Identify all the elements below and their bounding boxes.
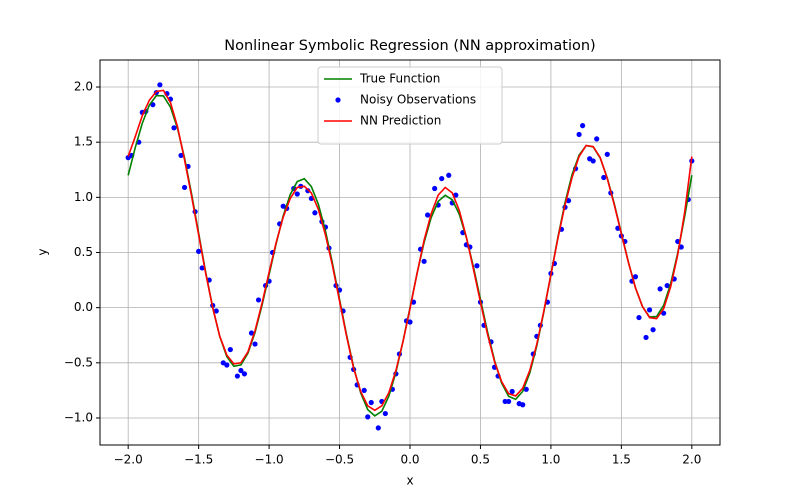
point <box>474 263 480 269</box>
point <box>213 308 219 314</box>
x-tick-label: −1.0 <box>255 453 284 467</box>
y-tick-label: 0.0 <box>74 300 93 314</box>
y-tick-label: 1.0 <box>74 190 93 204</box>
point <box>594 136 600 142</box>
chart-title: Nonlinear Symbolic Regression (NN approx… <box>224 38 595 54</box>
legend-label: NN Prediction <box>360 114 441 128</box>
point <box>382 410 388 417</box>
point <box>632 274 639 280</box>
point <box>604 151 610 157</box>
x-tick-label: 1.5 <box>612 453 631 467</box>
x-tick-label: 0.5 <box>471 453 490 467</box>
point <box>224 362 230 368</box>
point <box>590 158 596 164</box>
legend-marker <box>335 97 341 103</box>
point <box>238 367 244 374</box>
x-tick-label: 2.0 <box>682 453 701 467</box>
point <box>365 414 371 420</box>
point <box>255 297 262 303</box>
point <box>157 82 163 88</box>
point <box>664 282 670 289</box>
point <box>171 125 177 131</box>
point <box>446 172 452 178</box>
point <box>421 258 427 264</box>
point <box>227 346 233 353</box>
point <box>199 265 205 271</box>
point <box>375 425 381 431</box>
point <box>576 131 582 138</box>
point <box>520 402 526 408</box>
point <box>636 314 642 321</box>
point <box>361 387 367 393</box>
point <box>234 373 240 379</box>
x-tick-label: 0.0 <box>400 453 419 467</box>
point <box>425 212 431 218</box>
point <box>523 386 529 392</box>
y-tick-label: 2.0 <box>74 80 93 94</box>
point <box>407 319 413 325</box>
y-axis-label: y <box>36 248 50 255</box>
y-tick-label: 0.5 <box>74 245 93 259</box>
point <box>280 203 286 209</box>
x-tick-label: −1.5 <box>184 453 213 467</box>
x-tick-label: −2.0 <box>114 453 143 467</box>
point <box>646 307 653 313</box>
y-tick-label: −1.0 <box>64 410 93 424</box>
y-tick-label: −0.5 <box>64 355 93 369</box>
point <box>181 184 188 191</box>
point <box>248 330 255 336</box>
point <box>241 371 248 377</box>
point <box>601 174 607 181</box>
point <box>252 341 258 347</box>
point <box>650 327 656 333</box>
y-tick-label: 1.5 <box>74 135 93 149</box>
x-tick-label: −0.5 <box>325 453 354 467</box>
plot-frame <box>99 59 721 446</box>
point <box>506 398 512 405</box>
legend-box <box>317 66 503 145</box>
point <box>196 248 202 254</box>
point <box>312 210 318 216</box>
x-tick-label: 1.0 <box>541 453 560 467</box>
line <box>127 89 693 412</box>
x-axis-label: x <box>406 474 413 488</box>
legend-label: Noisy Observations <box>360 93 476 107</box>
point <box>432 185 438 192</box>
legend-label: True Function <box>359 72 440 86</box>
point <box>643 334 649 341</box>
point <box>368 399 374 406</box>
point <box>509 388 515 395</box>
point <box>439 175 445 182</box>
point <box>178 152 184 159</box>
point <box>580 123 586 129</box>
point <box>657 286 663 292</box>
point <box>125 155 131 161</box>
point <box>294 191 300 197</box>
